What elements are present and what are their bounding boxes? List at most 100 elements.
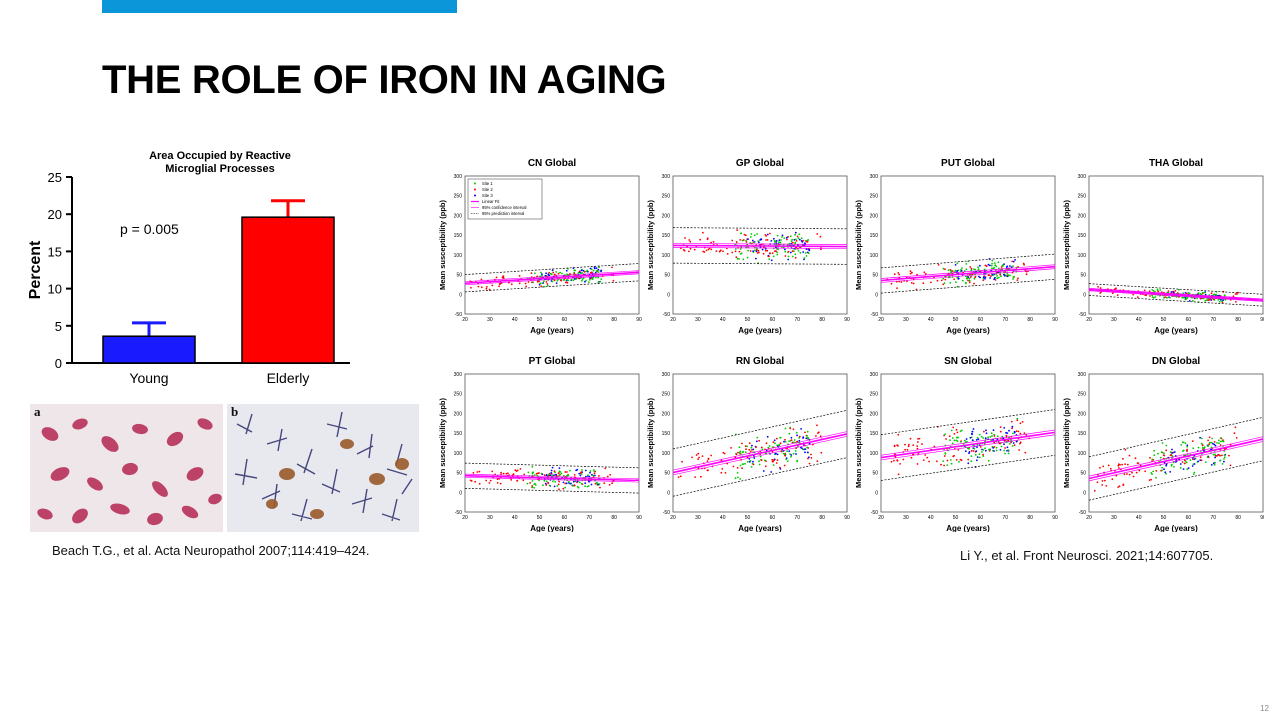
x-tick-label: 90: [844, 317, 850, 323]
y-tick-label: 300: [1078, 174, 1087, 180]
x-tick-label: 90: [636, 515, 642, 521]
data-point: [953, 278, 955, 281]
data-point: [1019, 442, 1021, 445]
data-point: [1151, 458, 1154, 461]
x-tick-label: 70: [1003, 317, 1009, 323]
confidence-interval-line: [672, 243, 848, 245]
x-tick-label: 60: [562, 515, 568, 521]
data-point: [942, 460, 945, 462]
bar-elderly: [241, 216, 335, 364]
data-point: [595, 269, 598, 272]
data-point: [502, 472, 505, 475]
prediction-interval-line: [464, 280, 640, 293]
citation-left: Beach T.G., et al. Acta Neuropathol 2007…: [52, 543, 370, 558]
data-point: [973, 447, 976, 450]
panel-b-label: b: [231, 404, 239, 419]
data-point: [768, 445, 771, 447]
data-point: [560, 472, 563, 475]
data-point: [1010, 420, 1013, 423]
data-point: [1021, 421, 1024, 423]
x-tick-label: 80: [1235, 317, 1241, 323]
data-point: [805, 240, 808, 243]
data-point: [544, 482, 547, 485]
data-point: [991, 262, 993, 265]
x-tick-label: 20: [878, 317, 884, 323]
data-point: [991, 435, 993, 437]
x-tick-label: 90: [1260, 317, 1264, 323]
data-point: [779, 241, 782, 244]
data-point: [975, 439, 978, 441]
data-point: [896, 444, 898, 446]
data-point: [1012, 276, 1015, 278]
data-point: [969, 276, 972, 278]
data-point: [1183, 459, 1186, 462]
x-tick-label: 70: [1211, 515, 1217, 521]
data-point: [1201, 444, 1204, 447]
data-point: [978, 453, 981, 456]
data-point: [968, 451, 971, 453]
data-point: [807, 457, 809, 460]
data-point: [1165, 444, 1168, 447]
p-value-annotation: p = 0.005: [120, 221, 179, 237]
data-point: [1197, 460, 1200, 463]
x-axis-title: Age (years): [1154, 326, 1198, 335]
data-point: [580, 482, 583, 485]
data-point: [735, 453, 738, 456]
data-point: [1171, 448, 1173, 451]
y-tick-label: 0: [667, 490, 670, 496]
data-point: [724, 472, 727, 474]
data-point: [1203, 446, 1206, 449]
data-point: [943, 464, 945, 467]
data-point: [558, 480, 560, 483]
data-point: [1001, 435, 1004, 438]
data-point: [974, 454, 977, 456]
data-point: [1206, 456, 1209, 458]
micrograph-panel-b: b: [227, 404, 419, 532]
data-point: [598, 475, 600, 477]
data-point: [1006, 446, 1009, 449]
data-point: [753, 234, 756, 237]
y-tick-label: 100: [870, 451, 879, 457]
data-point: [527, 281, 530, 283]
data-point: [990, 432, 993, 435]
data-point: [1150, 478, 1152, 481]
x-tick-label: 20: [462, 317, 468, 323]
x-tick-label: 30: [487, 515, 493, 521]
data-point: [996, 275, 998, 277]
data-point: [772, 441, 775, 444]
data-point: [951, 442, 954, 445]
y-axis-title: Mean susceptibility (ppb): [438, 199, 447, 290]
data-point: [776, 453, 779, 456]
data-point: [1003, 273, 1005, 276]
x-tick-label: 50: [745, 317, 751, 323]
data-point: [1191, 440, 1194, 442]
data-point: [900, 281, 903, 283]
data-point: [1128, 454, 1131, 457]
data-point: [1164, 471, 1167, 474]
data-point: [701, 455, 704, 457]
data-point: [744, 462, 746, 465]
data-point: [982, 437, 985, 439]
data-point: [591, 277, 594, 280]
data-point: [712, 241, 715, 243]
y-tick-label: 300: [1078, 372, 1087, 378]
y-tick-label: 15: [48, 244, 62, 259]
data-point: [574, 480, 577, 483]
data-point: [805, 437, 808, 440]
data-point: [586, 485, 589, 488]
data-point: [945, 438, 947, 440]
data-point: [697, 452, 700, 455]
data-point: [545, 480, 548, 483]
data-point: [548, 271, 551, 274]
data-point: [966, 447, 969, 450]
data-point: [909, 270, 912, 273]
data-point: [769, 252, 771, 255]
data-point: [577, 271, 580, 274]
data-point: [810, 457, 813, 459]
data-point: [991, 267, 993, 270]
data-point: [807, 436, 809, 439]
data-point: [804, 431, 806, 434]
data-point: [760, 459, 763, 462]
data-point: [480, 278, 483, 281]
